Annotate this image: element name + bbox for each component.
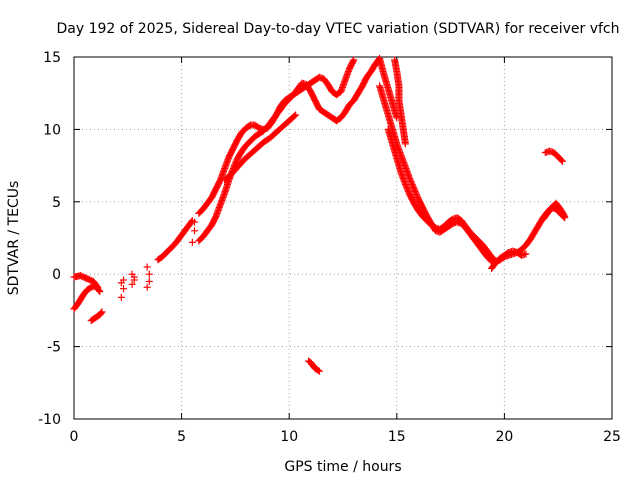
y-axis-label: SDTVAR / TECUs bbox=[6, 181, 22, 296]
data-points bbox=[70, 54, 569, 375]
plot-border bbox=[73, 56, 613, 420]
data-point bbox=[315, 367, 323, 375]
data-point bbox=[191, 218, 199, 226]
data-point bbox=[145, 277, 153, 285]
y-tick-label: -10 bbox=[38, 412, 61, 428]
data-point bbox=[560, 211, 568, 219]
y-tick-label: -5 bbox=[47, 340, 61, 356]
data-point bbox=[349, 57, 357, 65]
chart-title: Day 192 of 2025, Sidereal Day-to-day VTE… bbox=[56, 21, 619, 37]
x-tick-label: 5 bbox=[177, 429, 186, 445]
data-point bbox=[350, 56, 358, 64]
x-axis: 0 5 10 15 20 25 bbox=[70, 57, 621, 445]
data-point bbox=[117, 293, 125, 301]
x-tick-label: 25 bbox=[603, 429, 621, 445]
y-tick-label: 10 bbox=[43, 122, 61, 138]
y-axis: -10 -5 0 5 10 15 bbox=[38, 50, 612, 428]
data-point bbox=[119, 276, 127, 284]
x-tick-label: 0 bbox=[70, 429, 79, 445]
data-point bbox=[96, 288, 104, 296]
data-point bbox=[145, 270, 153, 278]
y-tick-label: 15 bbox=[43, 50, 61, 66]
data-point bbox=[401, 140, 409, 148]
data-point bbox=[128, 280, 136, 288]
x-tick-label: 15 bbox=[388, 429, 406, 445]
x-tick-label: 10 bbox=[280, 429, 298, 445]
data-point bbox=[561, 212, 569, 220]
y-tick-label: 0 bbox=[52, 267, 61, 283]
data-point bbox=[188, 238, 196, 246]
x-tick-label: 20 bbox=[495, 429, 513, 445]
data-point bbox=[522, 250, 530, 258]
data-point bbox=[557, 156, 565, 164]
y-tick-label: 5 bbox=[52, 195, 61, 211]
x-axis-label: GPS time / hours bbox=[284, 459, 401, 475]
data-point bbox=[143, 263, 151, 271]
data-point bbox=[98, 308, 106, 316]
data-point bbox=[314, 366, 322, 374]
data-point bbox=[130, 273, 138, 281]
data-point bbox=[292, 111, 300, 119]
data-point bbox=[191, 227, 199, 235]
data-point bbox=[559, 157, 567, 165]
data-point bbox=[143, 283, 151, 291]
data-point bbox=[97, 309, 105, 317]
data-point bbox=[119, 285, 127, 293]
data-point bbox=[95, 286, 103, 294]
data-point bbox=[291, 112, 299, 120]
